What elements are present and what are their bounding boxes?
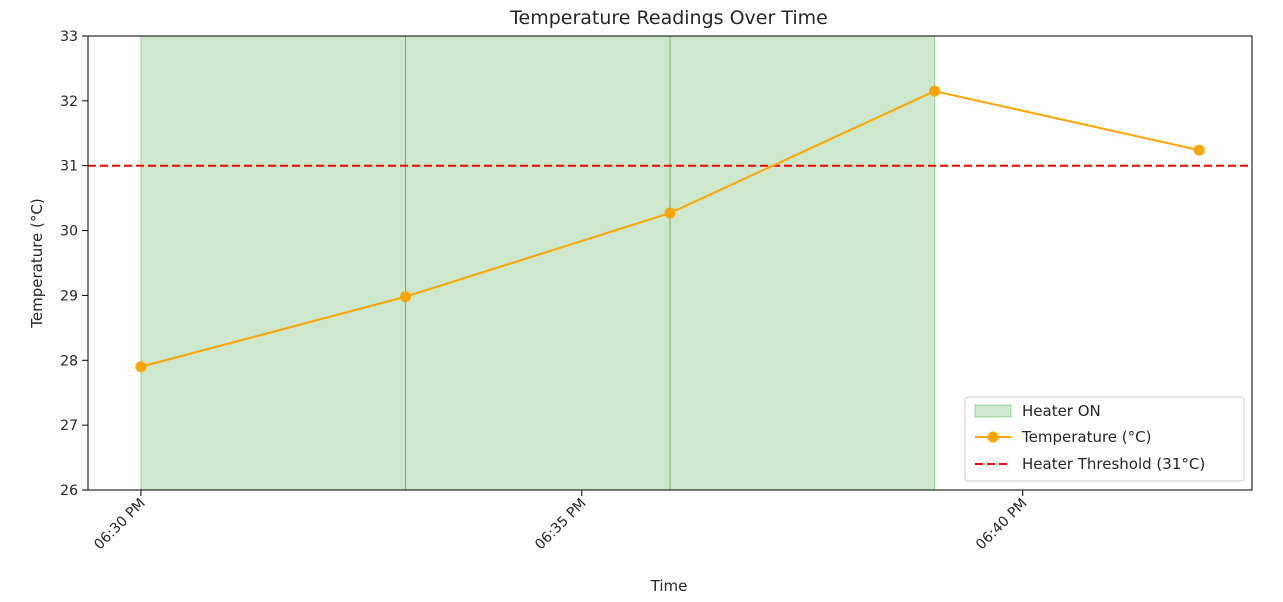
heater-on-regions [140,35,936,491]
legend-label: Heater ON [1022,402,1101,420]
legend: Heater ON Temperature (°C) Heater Threshol… [964,396,1245,482]
y-tick-label: 30 [60,224,78,240]
y-tick-label: 32 [60,94,78,110]
chart-title: Temperature Readings Over Time [509,7,828,29]
x-tick-label: 06:30 PM [91,496,149,554]
heater-on-region [140,35,406,491]
x-tick-label: 06:35 PM [532,496,590,554]
temperature-point [1193,144,1205,156]
temperature-point [929,85,941,97]
y-tick-label: 28 [60,353,78,369]
legend-label: Heater Threshold (31°C) [1022,455,1205,473]
heater-on-region [669,35,936,491]
legend-box [964,396,1245,482]
heater-on-region [404,35,671,491]
y-tick-label: 31 [60,159,78,175]
temperature-point [135,361,147,373]
y-tick-label: 29 [60,288,78,304]
temperature-point [664,207,676,219]
y-tick-label: 26 [60,483,78,499]
x-axis-title: Time [650,577,688,595]
x-axis: 06:30 PM 06:35 PM 06:40 PM [91,490,1031,554]
legend-swatch-heater-on [974,404,1012,418]
y-tick-label: 27 [60,418,78,434]
x-tick-label: 06:40 PM [973,496,1031,554]
legend-marker-temperature [987,431,999,443]
plot-frame [87,35,1253,491]
legend-label: Temperature (°C) [1021,428,1151,446]
series-layer [135,85,1205,373]
temperature-point [399,291,411,303]
y-axis: 26 27 28 29 30 31 32 33 [60,29,88,499]
y-tick-label: 33 [60,29,78,45]
y-axis-title: Temperature (°C) [28,198,46,328]
